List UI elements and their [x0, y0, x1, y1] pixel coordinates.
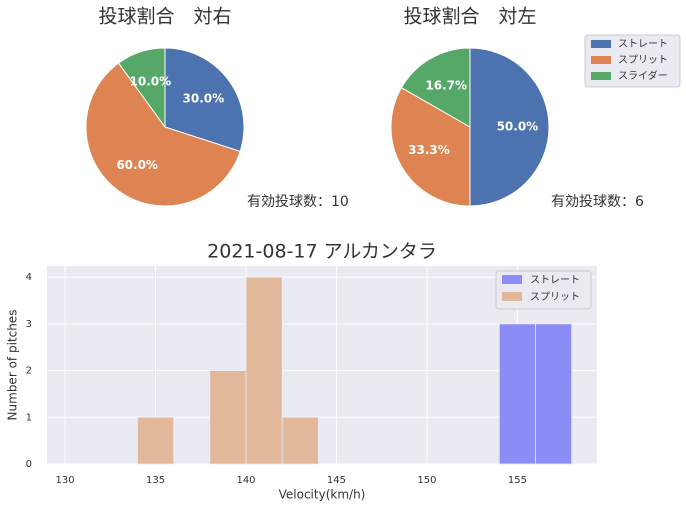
- histogram-bar: [209, 370, 247, 465]
- x-axis-label: Velocity(km/h): [279, 488, 366, 502]
- pie-title: 投球割合 対左: [403, 6, 536, 28]
- pie-slice: [85, 62, 241, 207]
- x-tick-label: 145: [327, 475, 346, 486]
- legend-swatch: [502, 292, 522, 301]
- chart-title: 2021-08-17 アルカンタラ: [207, 241, 437, 263]
- pie-slice: [117, 47, 166, 129]
- slice-label: 60.0%: [116, 158, 158, 172]
- legend-swatch: [591, 72, 611, 80]
- histogram-bar: [535, 323, 573, 465]
- legend-label: スライダー: [618, 69, 668, 82]
- legend-label: スプリット: [530, 291, 580, 303]
- y-tick-label: 4: [26, 272, 32, 283]
- legend-swatch: [502, 275, 522, 284]
- y-tick-label: 0: [26, 459, 32, 470]
- pie-slice: [164, 47, 245, 153]
- legend-swatch: [591, 56, 611, 64]
- slice-label: 10.0%: [130, 74, 172, 88]
- pie-slice: [390, 86, 471, 207]
- histogram-bar: [281, 416, 319, 465]
- y-tick-label: 2: [26, 366, 32, 377]
- histogram-bar: [137, 416, 175, 465]
- legend-label: ストレート: [618, 39, 668, 50]
- x-tick-label: 130: [56, 475, 75, 486]
- x-tick-label: 140: [236, 475, 255, 486]
- annotation: 有効投球数：10: [247, 194, 349, 210]
- pie-slice: [400, 47, 471, 128]
- histogram-bar: [245, 276, 283, 465]
- x-tick-label: 135: [146, 475, 165, 486]
- x-tick-label: 155: [508, 475, 527, 486]
- slice-label: 33.3%: [408, 143, 450, 157]
- x-tick-label: 150: [417, 475, 436, 486]
- legend-swatch: [591, 40, 611, 48]
- y-tick-label: 1: [26, 412, 32, 423]
- annotation: 有効投球数：6: [551, 194, 644, 210]
- legend-label: スプリット: [618, 54, 668, 66]
- slice-label: 30.0%: [183, 92, 225, 106]
- pie-title: 投球割合 対右: [98, 6, 231, 28]
- y-axis-label: Number of pitches: [6, 310, 20, 421]
- slice-label: 50.0%: [497, 120, 539, 134]
- y-tick-label: 3: [26, 319, 32, 330]
- histogram-bar: [498, 323, 536, 465]
- pie-slice: [469, 47, 550, 207]
- slice-label: 16.7%: [425, 78, 467, 92]
- legend-label: ストレート: [530, 275, 580, 286]
